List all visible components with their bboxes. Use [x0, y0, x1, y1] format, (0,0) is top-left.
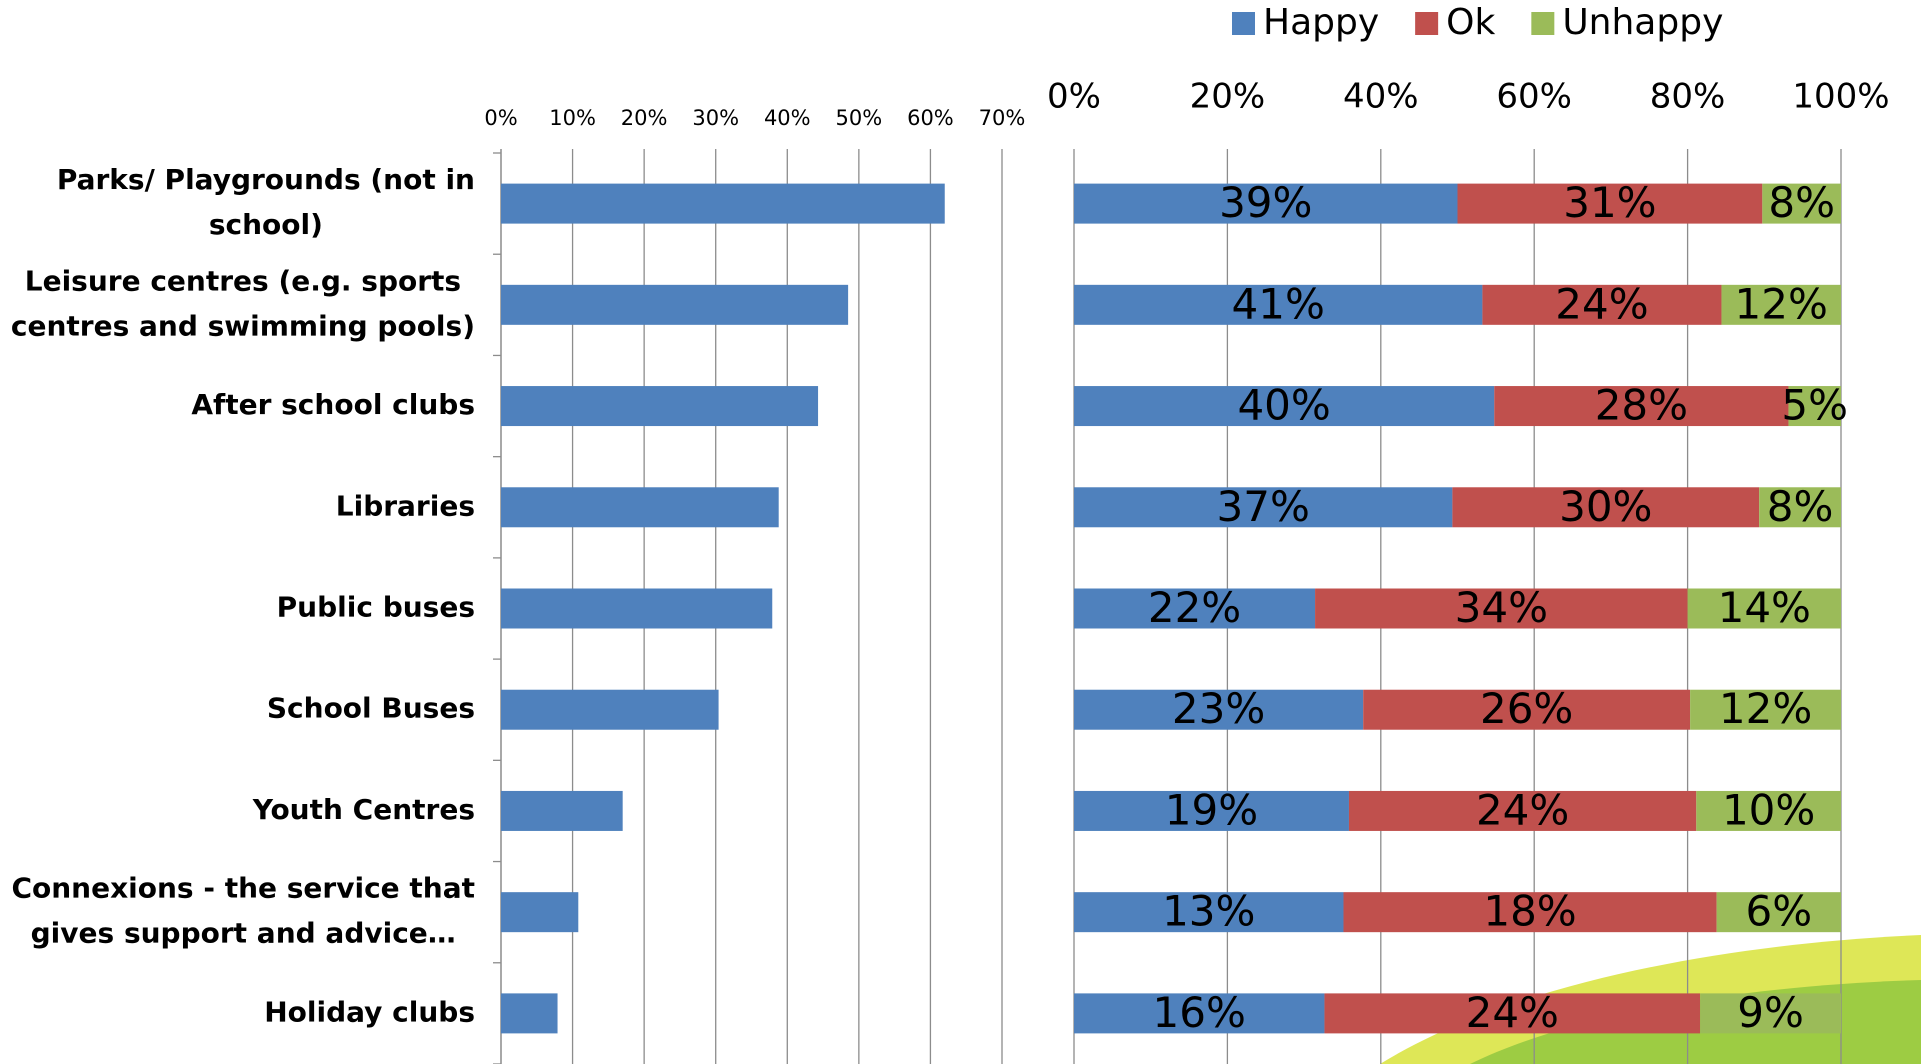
data-label: 28% [1595, 381, 1688, 430]
data-label: 18% [1483, 887, 1576, 936]
category-label: Public buses [277, 591, 475, 624]
bar-segment [1074, 689, 1364, 730]
bar [501, 892, 579, 933]
category-label: Leisure centres (e.g. sports centres and … [11, 264, 475, 342]
data-label: 30% [1559, 482, 1652, 531]
legend-label: Happy [1263, 2, 1379, 43]
bar-segment [1788, 386, 1841, 427]
x-tick-label: 100% [1792, 77, 1889, 117]
bar-segment [1074, 183, 1458, 224]
data-label: 26% [1480, 684, 1573, 733]
bar-segment [1700, 993, 1841, 1034]
legend-swatch [1232, 12, 1255, 35]
bar-segment [1457, 183, 1763, 224]
data-label: 6% [1745, 887, 1812, 936]
data-label: 22% [1148, 583, 1241, 632]
category-label: After school clubs [191, 388, 475, 421]
data-label: 19% [1165, 785, 1258, 834]
bar-segment [1315, 588, 1688, 629]
bar [501, 588, 773, 629]
x-tick-label: 20% [1190, 77, 1266, 117]
x-tick-label: 60% [907, 106, 954, 130]
bar-segment [1482, 284, 1722, 325]
category-label: Youth Centres [252, 793, 475, 826]
legend-swatch [1415, 12, 1439, 35]
data-label: 10% [1722, 785, 1815, 834]
category-label: Holiday clubs [264, 995, 475, 1028]
bar-segment [1074, 993, 1325, 1034]
data-label: 9% [1737, 988, 1804, 1037]
x-tick-label: 70% [979, 106, 1026, 130]
data-label: 31% [1563, 178, 1656, 227]
bar [501, 386, 819, 427]
bar [501, 790, 623, 831]
data-label: 41% [1232, 279, 1325, 328]
data-label: 39% [1219, 178, 1312, 227]
data-label: 14% [1718, 583, 1811, 632]
category-label: School Buses [267, 692, 475, 725]
x-tick-label: 30% [692, 106, 739, 130]
x-tick-label: 20% [621, 106, 668, 130]
data-label: 8% [1768, 178, 1835, 227]
bar-segment [1343, 892, 1717, 933]
x-tick-label: 80% [1650, 77, 1726, 117]
category-label: Libraries [336, 489, 475, 522]
x-tick-label: 40% [764, 106, 811, 130]
data-label: 24% [1466, 988, 1559, 1037]
bar [501, 284, 849, 325]
data-label: 37% [1217, 482, 1310, 531]
x-tick-label: 50% [836, 106, 883, 130]
bar-segment [1690, 689, 1841, 730]
data-label: 23% [1172, 684, 1265, 733]
bar-segment [1687, 588, 1841, 629]
bar-segment [1762, 183, 1841, 224]
legend-swatch [1531, 12, 1555, 35]
x-tick-label: 0% [1047, 77, 1101, 117]
bar-segment [1696, 790, 1841, 831]
category-label: Parks/ Playgrounds (not in school) [57, 163, 475, 241]
x-tick-label: 10% [549, 106, 596, 130]
legend-label: Ok [1446, 2, 1495, 43]
data-label: 34% [1455, 583, 1548, 632]
bar-segment [1074, 487, 1453, 528]
bar-segment [1721, 284, 1841, 325]
bar-segment [1716, 892, 1841, 933]
data-label: 8% [1767, 482, 1834, 531]
data-label: 5% [1781, 381, 1848, 430]
x-tick-label: 0% [484, 106, 517, 130]
x-tick-label: 40% [1343, 77, 1419, 117]
x-tick-label: 60% [1496, 77, 1572, 117]
data-label: 24% [1555, 279, 1648, 328]
bar-segment [1494, 386, 1789, 427]
bar-segment [1074, 386, 1495, 427]
data-label: 40% [1237, 381, 1330, 430]
data-label: 13% [1162, 887, 1255, 936]
bar-segment [1348, 790, 1697, 831]
category-label: Connexions - the service that gives suppo… [11, 872, 475, 950]
bar-segment [1074, 284, 1483, 325]
data-label: 24% [1476, 785, 1569, 834]
bar-segment [1363, 689, 1691, 730]
data-label: 16% [1153, 988, 1246, 1037]
bar-segment [1452, 487, 1760, 528]
bar-segment [1759, 487, 1841, 528]
bar-segment [1074, 588, 1316, 629]
data-label: 12% [1719, 684, 1812, 733]
bar-segment [1074, 790, 1349, 831]
legend-label: Unhappy [1562, 2, 1723, 43]
bar [501, 487, 779, 528]
bar [501, 993, 558, 1034]
data-label: 12% [1735, 279, 1828, 328]
bar-segment [1324, 993, 1701, 1034]
bar-segment [1074, 892, 1344, 933]
bar [501, 183, 945, 224]
bar [501, 689, 719, 730]
